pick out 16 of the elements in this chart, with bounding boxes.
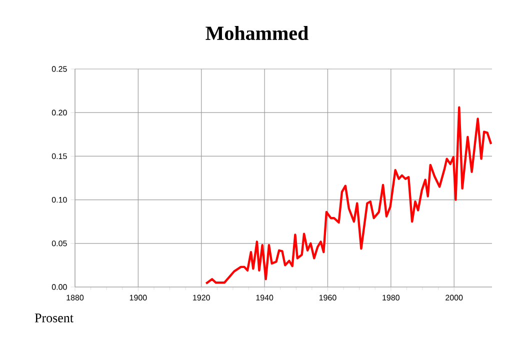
x-tick-label: 1880 [66,294,84,300]
y-tick-label: 0.25 [52,66,67,72]
y-tick-label: 0.20 [52,110,67,116]
x-tick-label: 1980 [382,294,400,300]
x-tick-label: 1900 [130,294,147,300]
x-tick-label: 1960 [319,294,336,300]
chart-title: Mohammed [206,26,308,40]
x-tick-label: 1920 [193,294,210,300]
y-tick-label: 0.15 [52,153,67,160]
x-tick-label: 2000 [446,294,463,300]
text: Prosent [34,314,74,322]
line-series [205,106,492,285]
y-tick-label: 0.00 [52,284,67,290]
x-tick-label: 1940 [256,294,274,300]
y-tick-label: 0.10 [52,196,67,203]
y-tick-label: 0.05 [52,240,67,246]
